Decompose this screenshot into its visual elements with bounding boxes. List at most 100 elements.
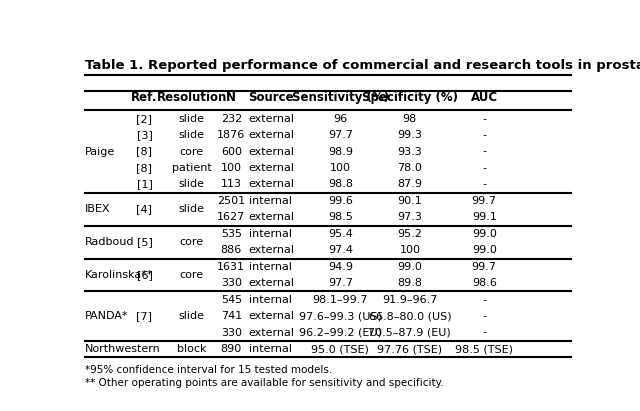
Text: slide: slide — [179, 204, 205, 214]
Text: Ref.: Ref. — [131, 91, 157, 104]
Text: external: external — [248, 278, 294, 288]
Text: external: external — [248, 163, 294, 173]
Text: 93.3: 93.3 — [397, 147, 422, 157]
Text: external: external — [248, 212, 294, 222]
Text: 97.7: 97.7 — [328, 278, 353, 288]
Text: 96.2–99.2 (EU): 96.2–99.2 (EU) — [299, 328, 382, 337]
Text: 98.8: 98.8 — [328, 180, 353, 189]
Text: -: - — [483, 113, 486, 124]
Text: internal: internal — [250, 229, 292, 239]
Text: 741: 741 — [221, 311, 242, 321]
Text: -: - — [483, 180, 486, 189]
Text: 95.0 (TSE): 95.0 (TSE) — [312, 344, 369, 354]
Text: 545: 545 — [221, 295, 242, 305]
Text: core: core — [180, 237, 204, 247]
Text: *95% confidence interval for 15 tested models.: *95% confidence interval for 15 tested m… — [85, 365, 332, 375]
Text: AUC: AUC — [470, 91, 498, 104]
Text: 1876: 1876 — [217, 130, 245, 140]
Text: slide: slide — [179, 180, 205, 189]
Text: 1631: 1631 — [218, 262, 245, 272]
Text: core: core — [180, 270, 204, 280]
Text: Radboud: Radboud — [85, 237, 134, 247]
Text: 97.6–99.3 (US): 97.6–99.3 (US) — [299, 311, 382, 321]
Text: 886: 886 — [221, 245, 242, 255]
Text: 98.1–99.7: 98.1–99.7 — [313, 295, 368, 305]
Text: 100: 100 — [399, 245, 420, 255]
Text: external: external — [248, 130, 294, 140]
Text: 98: 98 — [403, 113, 417, 124]
Text: 99.1: 99.1 — [472, 212, 497, 222]
Text: IBEX: IBEX — [85, 204, 111, 214]
Text: [2]: [2] — [136, 113, 152, 124]
Text: Specificity (%): Specificity (%) — [362, 91, 458, 104]
Text: 89.8: 89.8 — [397, 278, 422, 288]
Text: [8]: [8] — [136, 163, 152, 173]
Text: internal: internal — [250, 262, 292, 272]
Text: 97.4: 97.4 — [328, 245, 353, 255]
Text: Northwestern: Northwestern — [85, 344, 161, 354]
Text: 90.1: 90.1 — [397, 196, 422, 206]
Text: 70.5–87.9 (EU): 70.5–87.9 (EU) — [369, 328, 451, 337]
Text: 99.6: 99.6 — [328, 196, 353, 206]
Text: 66.8–80.0 (US): 66.8–80.0 (US) — [369, 311, 451, 321]
Text: slide: slide — [179, 113, 205, 124]
Text: -: - — [483, 130, 486, 140]
Text: 100: 100 — [221, 163, 242, 173]
Text: 94.9: 94.9 — [328, 262, 353, 272]
Text: [1]: [1] — [136, 180, 152, 189]
Text: 97.76 (TSE): 97.76 (TSE) — [377, 344, 442, 354]
Text: internal: internal — [250, 344, 292, 354]
Text: Table 1. Reported performance of commercial and research tools in prostate cance: Table 1. Reported performance of commerc… — [85, 60, 640, 72]
Text: [6]: [6] — [136, 270, 152, 280]
Text: ** Other operating points are available for sensitivity and specificity.: ** Other operating points are available … — [85, 379, 444, 388]
Text: Karolinska**: Karolinska** — [85, 270, 154, 280]
Text: 100: 100 — [330, 163, 351, 173]
Text: 890: 890 — [221, 344, 242, 354]
Text: 2501: 2501 — [217, 196, 245, 206]
Text: -: - — [483, 295, 486, 305]
Text: 98.6: 98.6 — [472, 278, 497, 288]
Text: 99.7: 99.7 — [472, 196, 497, 206]
Text: [3]: [3] — [136, 130, 152, 140]
Text: PANDA*: PANDA* — [85, 311, 129, 321]
Text: external: external — [248, 311, 294, 321]
Text: 98.5 (TSE): 98.5 (TSE) — [455, 344, 513, 354]
Text: 330: 330 — [221, 278, 242, 288]
Text: Paige: Paige — [85, 147, 115, 157]
Text: 96: 96 — [333, 113, 348, 124]
Text: 1627: 1627 — [217, 212, 245, 222]
Text: [5]: [5] — [136, 237, 152, 247]
Text: 97.3: 97.3 — [397, 212, 422, 222]
Text: external: external — [248, 147, 294, 157]
Text: Resolution: Resolution — [156, 91, 227, 104]
Text: -: - — [483, 311, 486, 321]
Text: internal: internal — [250, 196, 292, 206]
Text: 232: 232 — [221, 113, 242, 124]
Text: external: external — [248, 328, 294, 337]
Text: patient: patient — [172, 163, 211, 173]
Text: core: core — [180, 147, 204, 157]
Text: slide: slide — [179, 311, 205, 321]
Text: -: - — [483, 147, 486, 157]
Text: external: external — [248, 180, 294, 189]
Text: -: - — [483, 163, 486, 173]
Text: Source: Source — [248, 91, 294, 104]
Text: 113: 113 — [221, 180, 242, 189]
Text: 99.0: 99.0 — [472, 245, 497, 255]
Text: [7]: [7] — [136, 311, 152, 321]
Text: 98.9: 98.9 — [328, 147, 353, 157]
Text: block: block — [177, 344, 206, 354]
Text: Sensitivity (%): Sensitivity (%) — [292, 91, 389, 104]
Text: 99.7: 99.7 — [472, 262, 497, 272]
Text: 99.0: 99.0 — [397, 262, 422, 272]
Text: 99.0: 99.0 — [472, 229, 497, 239]
Text: slide: slide — [179, 130, 205, 140]
Text: 78.0: 78.0 — [397, 163, 422, 173]
Text: N: N — [227, 91, 236, 104]
Text: [8]: [8] — [136, 147, 152, 157]
Text: external: external — [248, 245, 294, 255]
Text: [4]: [4] — [136, 204, 152, 214]
Text: 98.5: 98.5 — [328, 212, 353, 222]
Text: 91.9–96.7: 91.9–96.7 — [382, 295, 438, 305]
Text: 87.9: 87.9 — [397, 180, 422, 189]
